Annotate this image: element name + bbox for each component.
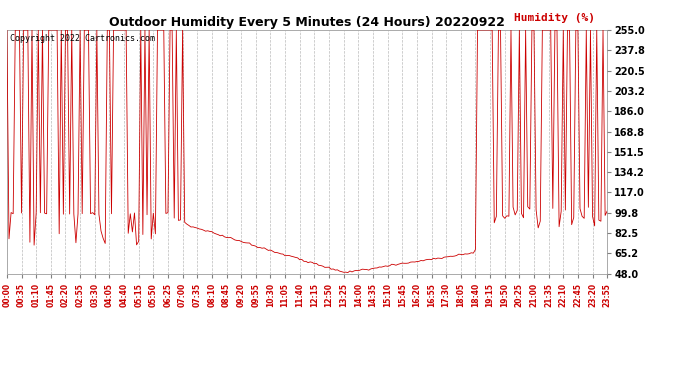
Title: Outdoor Humidity Every 5 Minutes (24 Hours) 20220922: Outdoor Humidity Every 5 Minutes (24 Hou…	[109, 16, 505, 29]
Text: Copyright 2022 Cartronics.com: Copyright 2022 Cartronics.com	[10, 34, 155, 43]
Text: Humidity (%): Humidity (%)	[514, 13, 595, 22]
